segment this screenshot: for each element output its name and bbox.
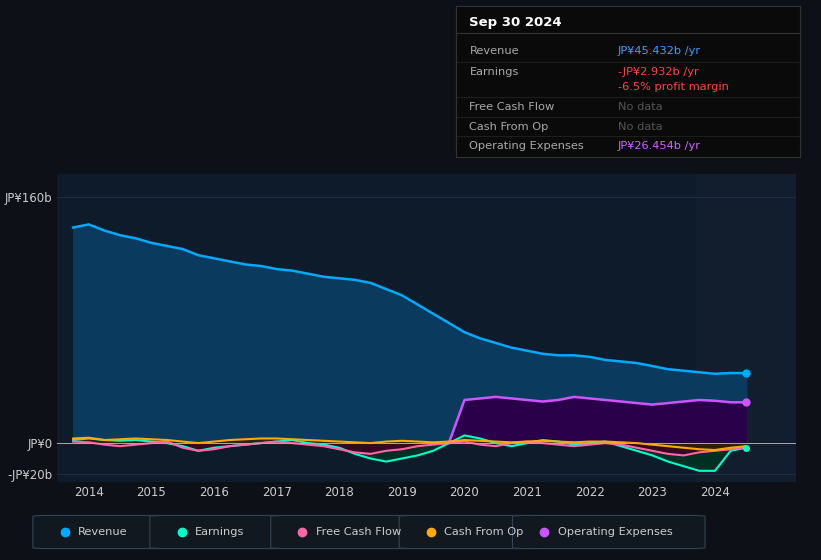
Text: Cash From Op: Cash From Op xyxy=(470,122,548,132)
Text: No data: No data xyxy=(617,122,663,132)
Bar xyxy=(696,174,796,482)
Text: Operating Expenses: Operating Expenses xyxy=(557,527,672,537)
FancyBboxPatch shape xyxy=(512,515,705,549)
FancyBboxPatch shape xyxy=(271,515,418,549)
Text: Operating Expenses: Operating Expenses xyxy=(470,141,585,151)
FancyBboxPatch shape xyxy=(150,515,286,549)
Text: Cash From Op: Cash From Op xyxy=(444,527,524,537)
Text: -JP¥2.932b /yr: -JP¥2.932b /yr xyxy=(617,67,699,77)
FancyBboxPatch shape xyxy=(33,515,169,549)
Text: Earnings: Earnings xyxy=(195,527,245,537)
Text: No data: No data xyxy=(617,102,663,112)
Text: Free Cash Flow: Free Cash Flow xyxy=(316,527,401,537)
Text: Sep 30 2024: Sep 30 2024 xyxy=(470,16,562,29)
Text: Revenue: Revenue xyxy=(470,46,519,56)
Text: JP¥45.432b /yr: JP¥45.432b /yr xyxy=(617,46,701,56)
Text: -6.5% profit margin: -6.5% profit margin xyxy=(617,82,728,92)
Text: Revenue: Revenue xyxy=(78,527,128,537)
Text: Earnings: Earnings xyxy=(470,67,519,77)
Text: JP¥26.454b /yr: JP¥26.454b /yr xyxy=(617,141,700,151)
FancyBboxPatch shape xyxy=(399,515,550,549)
Text: Free Cash Flow: Free Cash Flow xyxy=(470,102,555,112)
